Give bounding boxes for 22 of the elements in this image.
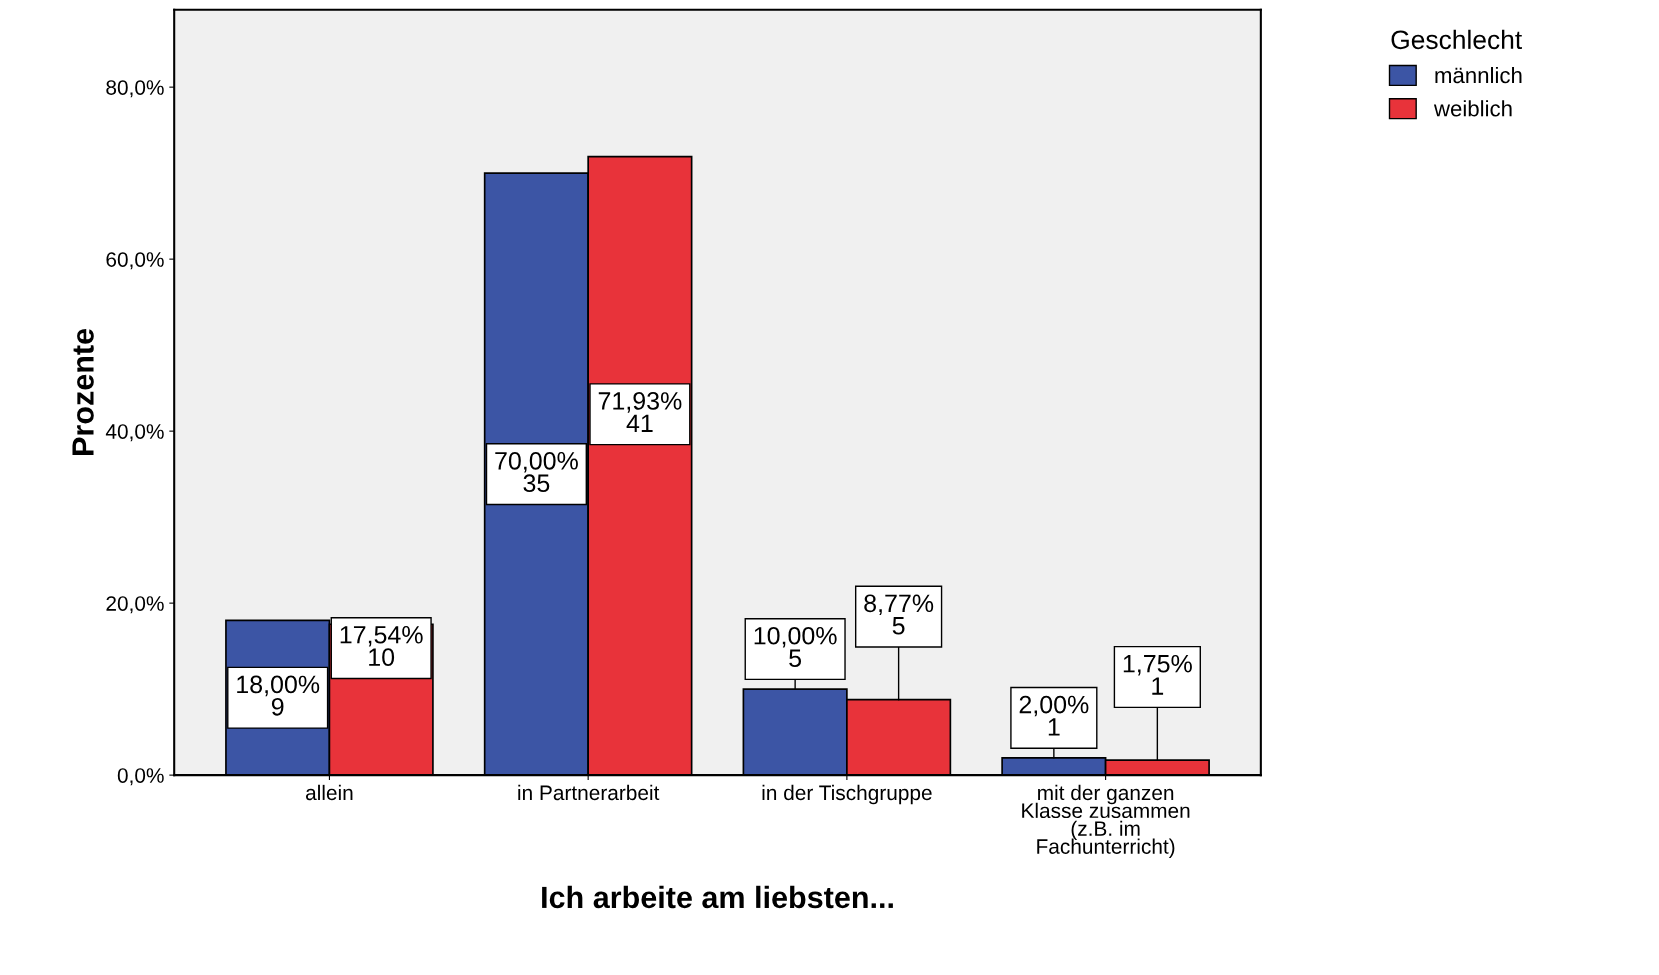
y-tick-label: 20,0% [106, 596, 164, 614]
x-tick-label: allein [305, 784, 353, 801]
x-tick-label: mit der ganzen Klasse zusammen (z.B. im Fachunterricht) [1022, 784, 1190, 858]
data-label: 8,77% 5 [864, 594, 934, 635]
y-tick-label: 40,0% [105, 424, 164, 442]
x-tick-label: in Partnerarbeit [518, 784, 660, 801]
data-label: 70,00% 35 [495, 451, 578, 493]
legend-label: weiblich [1433, 100, 1512, 117]
x-tick-label: in der Tischgruppe [762, 784, 932, 805]
data-label: 18,00% 9 [237, 675, 320, 716]
data-label: 17,54% 10 [340, 626, 423, 667]
y-axis-title: Prozente [72, 328, 94, 455]
y-tick-label: 80,0% [106, 80, 164, 98]
x-axis-title: Ich arbeite am liebsten... [542, 885, 893, 909]
data-label: 71,93% 41 [598, 392, 682, 432]
y-tick-label: 60,0% [106, 252, 164, 270]
legend-title: Geschlecht [1391, 29, 1522, 50]
legend-label: männlich [1435, 66, 1522, 84]
data-label: 1,75% 1 [1123, 654, 1192, 695]
data-label: 10,00% 5 [754, 626, 837, 667]
y-tick-label: 0,0% [117, 768, 164, 786]
data-label: 2,00% 1 [1019, 695, 1089, 736]
